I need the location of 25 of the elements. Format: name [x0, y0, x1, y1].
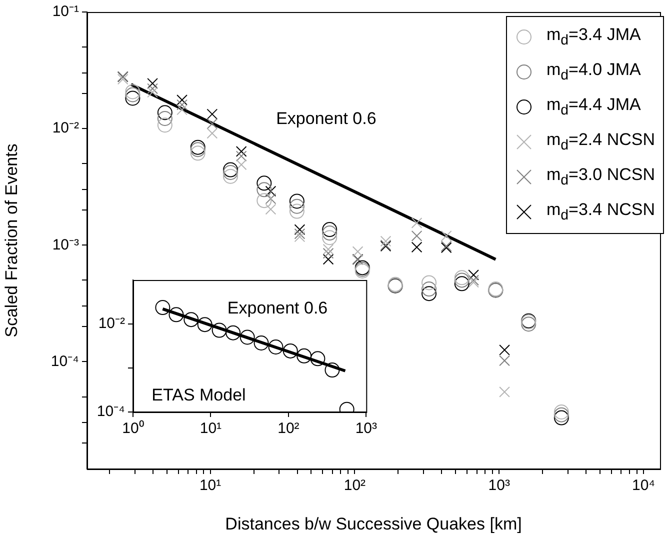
y-tick-label: 10⁻⁴	[50, 352, 79, 370]
legend-label: m$_{d}$=4.4 JMA	[546, 94, 641, 118]
x-tick-label: 10⁴	[632, 477, 656, 494]
legend-label: m$_{d}$=3.0 NCSN	[546, 164, 655, 188]
x-tick-label: 10²	[278, 420, 300, 438]
annotation: Exponent 0.6	[276, 109, 376, 128]
legend-label: m$_{d}$=3.4 NCSN	[546, 200, 655, 224]
annotation: Exponent 0.6	[227, 298, 328, 318]
x-tick-label: 10⁰	[122, 420, 144, 438]
y-tick-label: 10⁻¹	[52, 3, 79, 20]
x-tick-label: 10¹	[200, 420, 222, 438]
legend-label: m$_{d}$=4.0 JMA	[546, 60, 641, 84]
x-tick-label: 10²	[344, 477, 366, 494]
x-axis-title: Distances b/w Successive Quakes [km]	[225, 514, 522, 534]
y-tick-label: 10⁻²	[52, 120, 79, 137]
legend-label: m$_{d}$=2.4 NCSN	[546, 130, 655, 154]
y-axis-title: Scaled Fraction of Events	[2, 144, 21, 338]
x-tick-label: 10³	[355, 420, 378, 438]
y-tick-label: 10⁻⁴	[96, 403, 125, 420]
y-tick-label: 10⁻³	[52, 236, 79, 254]
annotation: ETAS Model	[152, 385, 246, 404]
y-tick-label: 10⁻²	[98, 315, 125, 332]
x-tick-label: 10¹	[199, 477, 222, 494]
x-tick-label: 10³	[488, 477, 510, 494]
legend-label: m$_{d}$=3.4 JMA	[546, 24, 641, 48]
